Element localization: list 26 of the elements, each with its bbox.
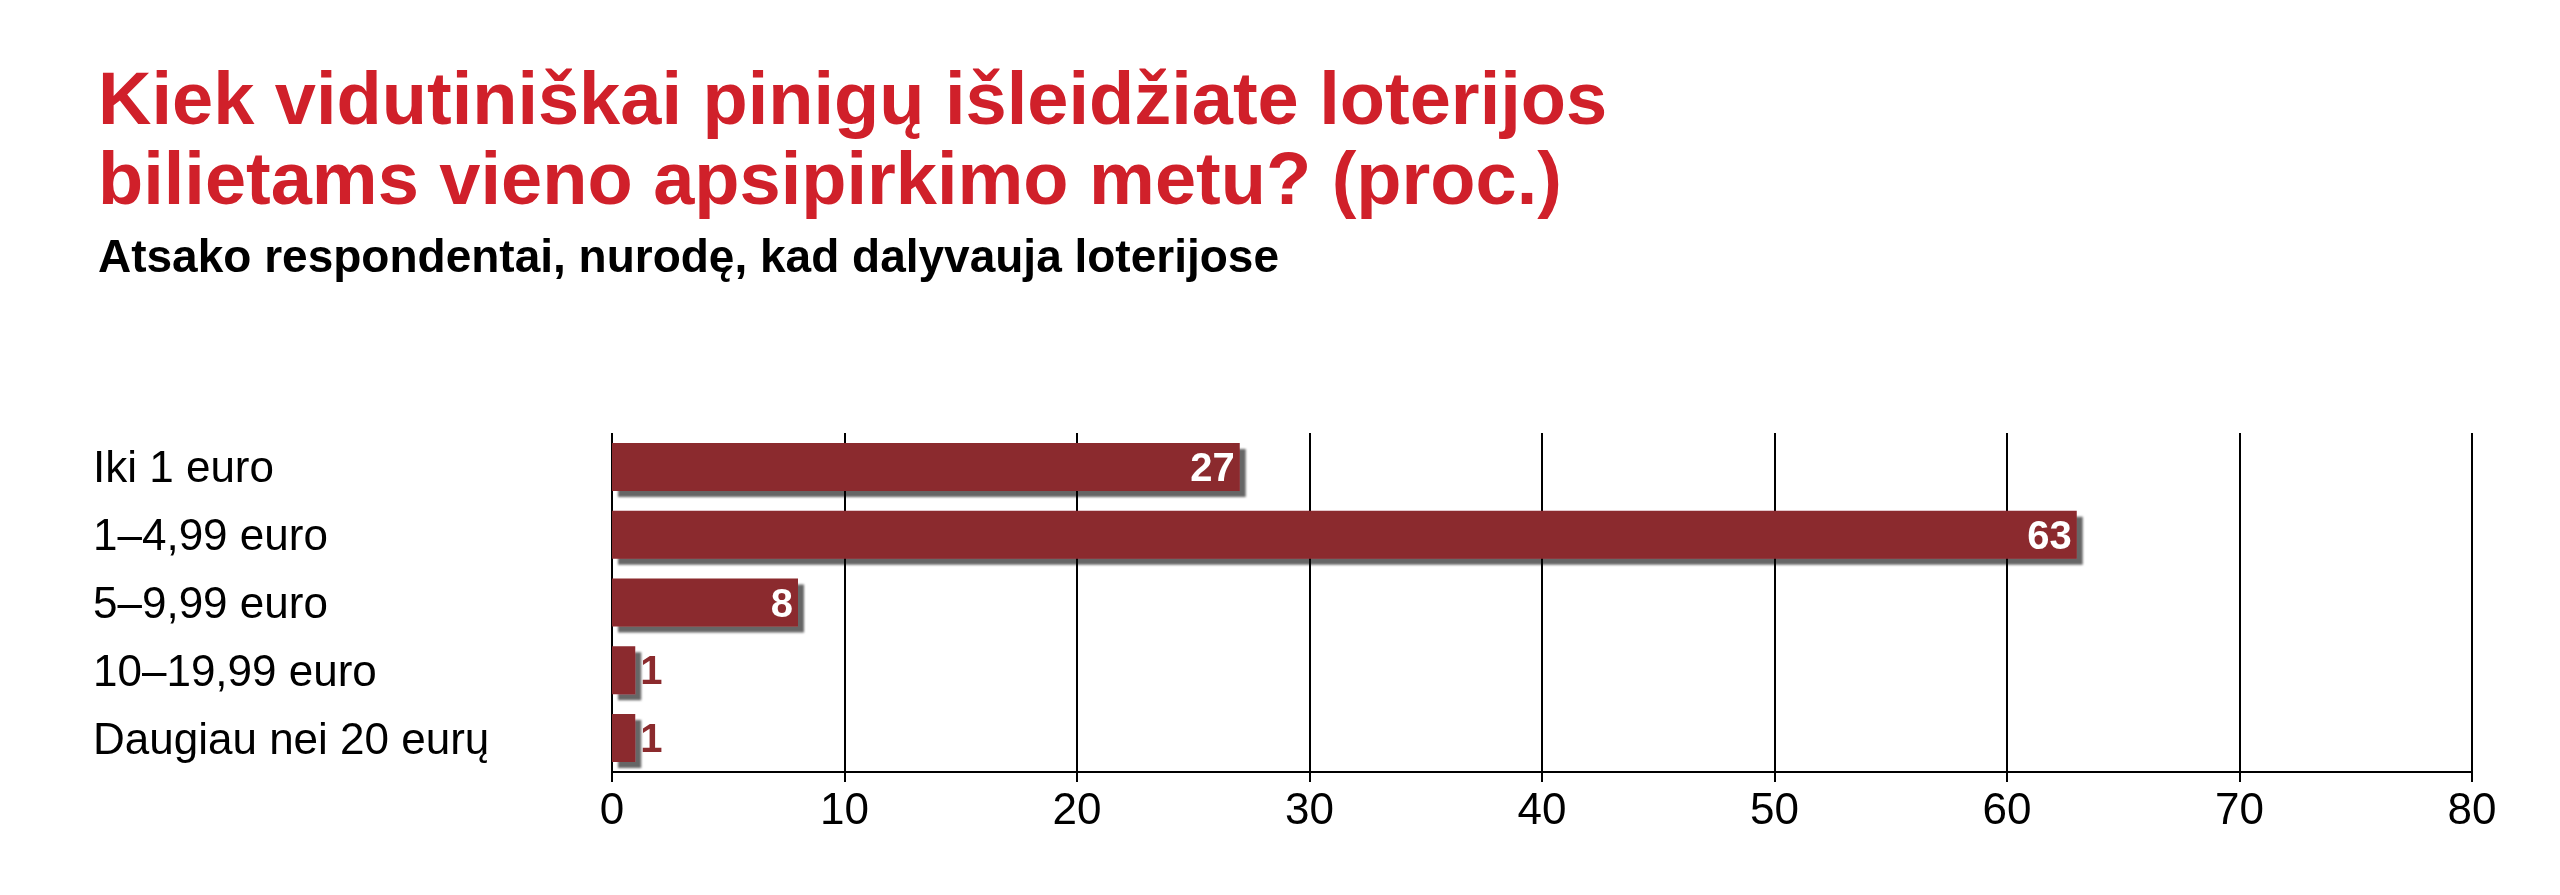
y-tick-label: Daugiau nei 20 eurų: [93, 713, 490, 763]
bar: [612, 510, 2077, 559]
y-tick-label: Iki 1 euro: [93, 442, 274, 492]
bar: [612, 578, 798, 627]
chart-title: Kiek vidutiniškai pinigų išleidžiate loterijos bilietams vieno apsipirkimo metu? (proc.): [98, 56, 1608, 220]
chart-subtitle: Atsako respondentai, nurodę, kad dalyvauja loterijose: [98, 230, 1279, 282]
y-tick-label: 10–19,99 euro: [93, 645, 377, 695]
data-label: 8: [770, 580, 793, 625]
x-tick-label: 10: [820, 783, 869, 833]
x-tick-label: 20: [1052, 783, 1102, 833]
data-label: 63: [2027, 512, 2072, 557]
bar: [612, 714, 636, 763]
x-tick-label: 60: [1982, 783, 2032, 833]
data-label: 1: [640, 716, 663, 761]
x-tick-label: 70: [2215, 783, 2264, 833]
data-label: 1: [640, 648, 663, 693]
y-tick-label: 5–9,99 euro: [93, 578, 328, 627]
bar: [612, 442, 1240, 491]
bar: [612, 646, 636, 695]
x-tick-label: 30: [1285, 783, 1334, 833]
x-tick-label: 80: [2447, 783, 2497, 833]
x-tick-label: 40: [1517, 783, 1567, 833]
y-tick-label: 1–4,99 euro: [93, 510, 328, 560]
x-tick-label: 50: [1750, 783, 1799, 833]
data-label: 27: [1190, 444, 1235, 489]
x-tick-label: 0: [599, 783, 625, 833]
